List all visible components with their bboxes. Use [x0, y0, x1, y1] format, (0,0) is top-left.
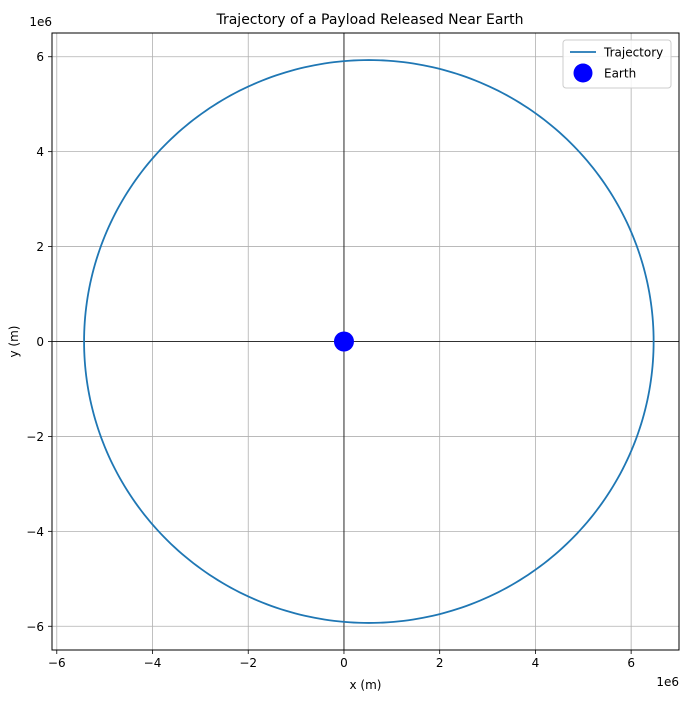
trajectory-line [83, 59, 655, 624]
y-tick-label: 6 [36, 50, 44, 64]
legend-earth-label: Earth [604, 67, 636, 81]
x-tick-label: 0 [340, 656, 348, 670]
x-tick-label: −2 [239, 656, 257, 670]
x-axis-offset-label: 1e6 [656, 675, 679, 689]
chart-title: Trajectory of a Payload Released Near Ea… [215, 12, 523, 28]
y-tick-label: 4 [36, 145, 44, 159]
legend-trajectory-label: Trajectory [603, 46, 663, 60]
y-tick-label: 2 [36, 240, 44, 254]
y-axis-label: y (m) [7, 326, 21, 358]
x-tick-label: 2 [436, 656, 444, 670]
legend-earth-swatch [573, 63, 593, 83]
y-tick-label: −6 [26, 620, 44, 634]
legend: Trajectory Earth [562, 39, 672, 89]
plot-area: −6 −4 −2 0 2 4 6 −6 −4 −2 0 2 4 6 [26, 32, 680, 670]
axis-ticks: −6 −4 −2 0 2 4 6 −6 −4 −2 0 2 4 6 [26, 50, 635, 670]
y-axis-offset-label: 1e6 [29, 15, 52, 29]
y-tick-label: −2 [26, 430, 44, 444]
x-tick-label: −4 [144, 656, 162, 670]
x-tick-label: −6 [48, 656, 66, 670]
y-tick-label: 0 [36, 335, 44, 349]
series-layer [83, 59, 655, 624]
x-axis-label: x (m) [350, 678, 382, 692]
earth-marker [333, 331, 354, 352]
y-tick-label: −4 [26, 525, 44, 539]
x-tick-label: 6 [627, 656, 635, 670]
x-tick-label: 4 [532, 656, 540, 670]
